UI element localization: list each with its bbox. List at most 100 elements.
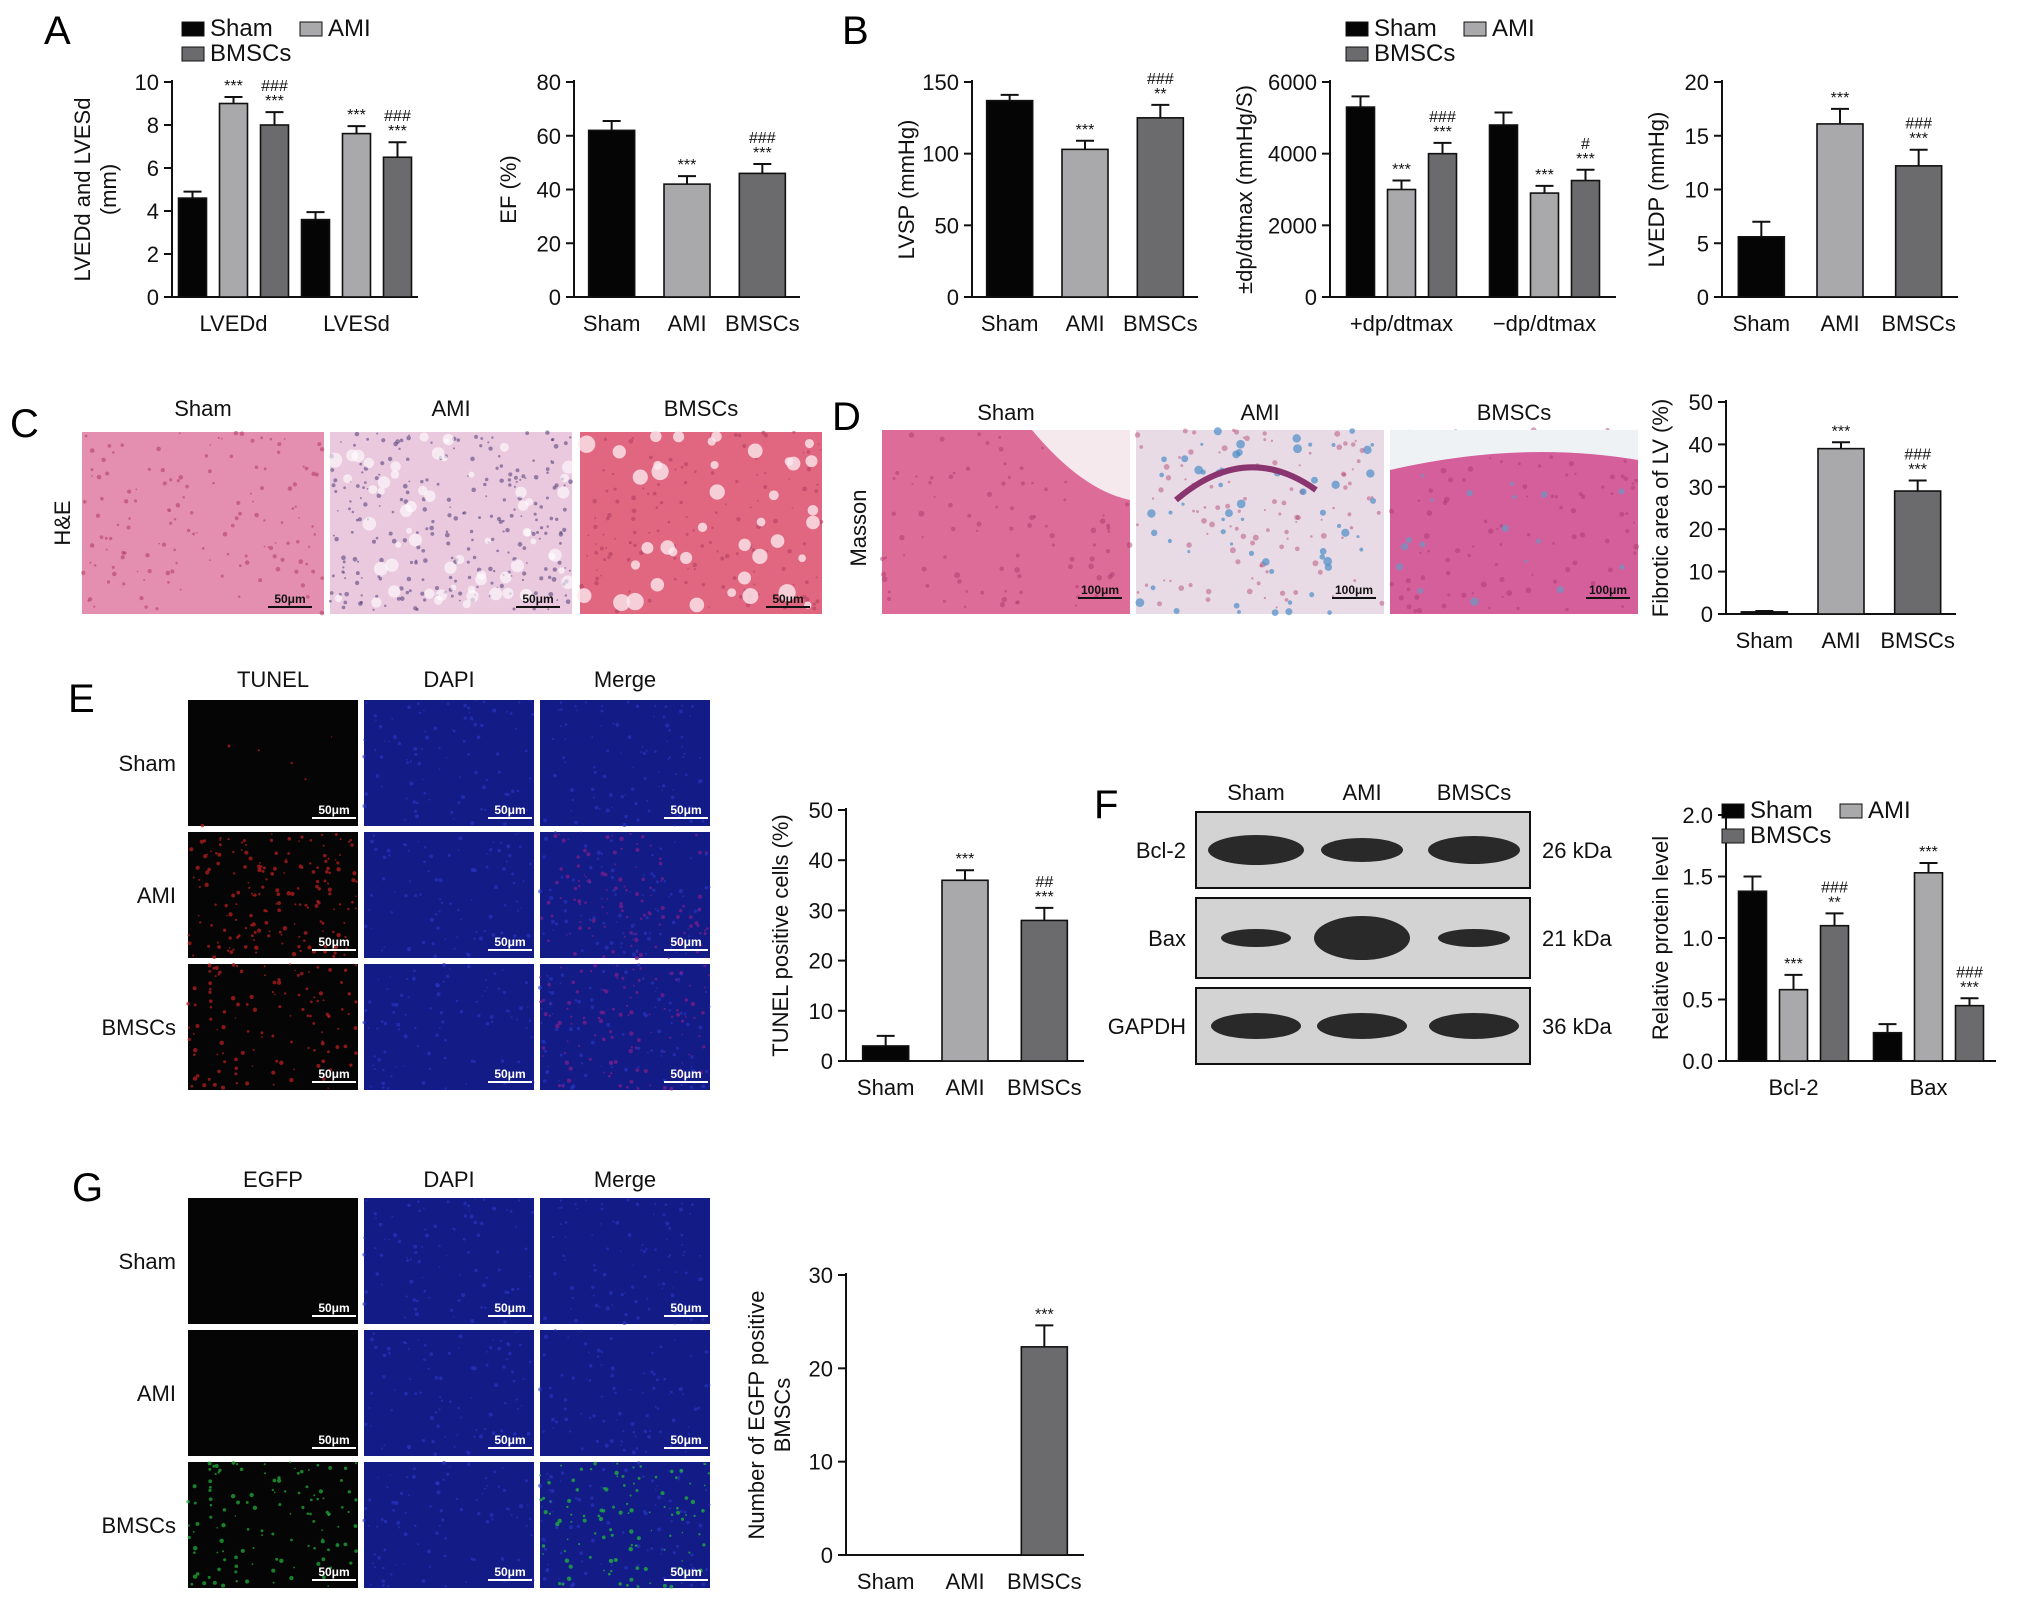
panel-letter-f: F xyxy=(1094,783,1118,827)
photo-texture xyxy=(362,755,366,759)
photo-texture xyxy=(550,1488,555,1493)
photo-texture xyxy=(421,1578,426,1583)
photo-texture xyxy=(383,1238,386,1240)
photo-texture xyxy=(1044,487,1048,492)
photo-texture xyxy=(574,820,578,825)
photo-texture xyxy=(447,513,452,518)
photo-texture xyxy=(175,502,181,508)
photo-texture xyxy=(513,508,516,511)
photo-texture xyxy=(642,1249,647,1254)
photo-texture xyxy=(399,596,405,601)
photo-texture xyxy=(337,510,339,512)
scale-bar-label: 50μm xyxy=(274,592,305,606)
photo-texture xyxy=(275,566,281,572)
photo-texture xyxy=(593,1461,597,1466)
photo-texture xyxy=(1570,507,1577,514)
photo-texture xyxy=(234,1057,238,1062)
photo-texture xyxy=(631,952,636,957)
photo-texture xyxy=(463,716,467,720)
photo-texture xyxy=(591,1234,594,1237)
photo-texture xyxy=(606,1520,611,1525)
photo-texture xyxy=(413,746,418,751)
photo-texture xyxy=(663,1377,667,1381)
photo-texture xyxy=(636,1316,640,1320)
row-label: AMI xyxy=(137,883,176,908)
photo-texture xyxy=(189,847,194,852)
photo-texture xyxy=(526,809,529,812)
photo-texture xyxy=(670,795,675,800)
photo-texture xyxy=(383,1548,387,1552)
masson-image-ami xyxy=(1136,430,1384,614)
photo-texture xyxy=(1074,604,1078,607)
photo-texture xyxy=(512,881,516,885)
photo-texture xyxy=(681,745,684,748)
photo-texture xyxy=(387,456,393,462)
photo-texture xyxy=(687,928,690,930)
photo-texture xyxy=(544,567,548,571)
photo-texture xyxy=(449,902,452,905)
photo-texture xyxy=(433,1452,438,1456)
photo-texture xyxy=(378,1222,383,1227)
photo-texture xyxy=(306,1014,310,1018)
photo-texture xyxy=(1634,478,1639,483)
photo-texture xyxy=(474,700,476,702)
photo-texture xyxy=(420,479,424,484)
photo-texture xyxy=(570,1085,574,1090)
photo-texture xyxy=(1524,559,1528,563)
photo-texture xyxy=(635,1447,639,1450)
photo-texture xyxy=(1356,535,1360,539)
photo-texture xyxy=(403,1034,408,1039)
photo-texture xyxy=(1015,601,1019,605)
photo-texture xyxy=(641,745,644,748)
photo-texture xyxy=(423,558,428,563)
photo-texture xyxy=(552,929,554,931)
photo-texture xyxy=(1096,574,1102,581)
photo-texture xyxy=(683,1571,687,1575)
photo-texture xyxy=(606,749,610,753)
photo-texture xyxy=(564,1060,570,1065)
photo-texture xyxy=(391,1500,396,1505)
photo-texture xyxy=(315,884,319,889)
photo-texture xyxy=(343,1542,348,1547)
column-label: TUNEL xyxy=(237,667,309,692)
photo-texture xyxy=(379,557,384,563)
photo-texture xyxy=(703,932,707,936)
photo-texture xyxy=(484,477,489,482)
y-tick-label: 150 xyxy=(922,70,959,95)
photo-texture xyxy=(1027,522,1033,528)
photo-texture xyxy=(319,610,325,616)
photo-texture xyxy=(551,1013,554,1015)
photo-texture xyxy=(655,506,659,510)
photo-texture xyxy=(1470,597,1479,606)
photo-texture xyxy=(1572,560,1578,566)
photo-texture xyxy=(207,1575,211,1579)
photo-texture xyxy=(170,569,175,574)
photo-texture xyxy=(245,1081,250,1086)
photo-texture xyxy=(669,1469,674,1474)
photo-texture xyxy=(1284,529,1289,535)
photo-texture xyxy=(1440,467,1447,474)
photo-texture xyxy=(645,1247,648,1250)
photo-texture xyxy=(1633,551,1637,555)
photo-texture xyxy=(316,1497,319,1501)
photo-texture xyxy=(603,1071,605,1074)
photo-texture xyxy=(364,792,369,796)
photo-texture xyxy=(691,705,694,708)
photo-texture xyxy=(678,909,683,913)
photo-texture xyxy=(615,499,620,504)
photo-texture xyxy=(245,1003,249,1006)
photo-texture xyxy=(338,854,341,856)
photo-texture xyxy=(378,473,381,476)
photo-texture xyxy=(397,1028,401,1031)
photo-texture xyxy=(1168,510,1173,515)
photo-texture xyxy=(336,861,340,865)
photo-texture xyxy=(438,1244,440,1247)
photo-texture xyxy=(340,1506,344,1509)
photo-texture xyxy=(1574,472,1577,476)
photo-texture xyxy=(240,841,244,844)
photo-texture xyxy=(554,922,559,926)
photo-texture xyxy=(257,928,262,933)
photo-texture xyxy=(580,949,584,953)
photo-texture xyxy=(559,541,562,545)
bar-bmscs-1-significance: # *** xyxy=(1576,136,1595,168)
